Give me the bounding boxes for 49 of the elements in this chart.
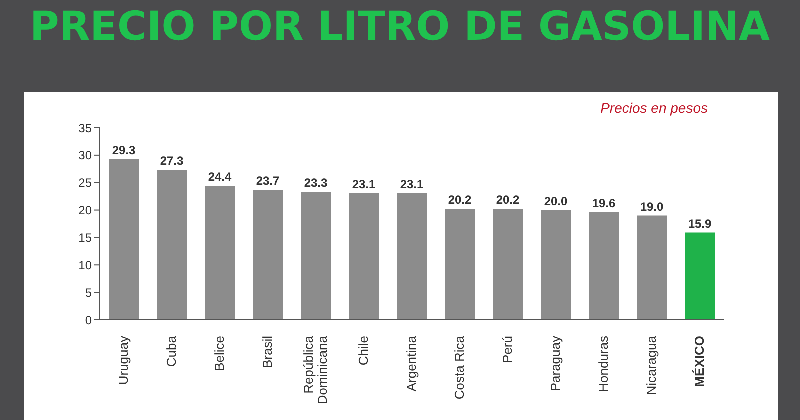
bar (541, 210, 571, 320)
x-tick-label: Uruguay (116, 336, 131, 386)
data-label: 24.4 (208, 170, 232, 184)
y-tick-label: 10 (78, 258, 92, 272)
bar (445, 209, 475, 320)
y-tick-label: 0 (85, 313, 92, 328)
bar (589, 212, 619, 320)
text: Precios en pesos (600, 100, 708, 116)
bar (301, 192, 331, 320)
chart-title: PRECIO POR LITRO DE GASOLINA (29, 4, 771, 50)
x-tick-label: Paraguay (548, 336, 563, 392)
data-label: 19.0 (640, 200, 664, 214)
y-tick-label: 5 (85, 286, 92, 300)
y-tick-label: 30 (78, 148, 92, 163)
bar (493, 209, 523, 320)
bar (205, 186, 235, 320)
data-label: 23.7 (256, 174, 280, 188)
x-tick-label: Belice (212, 336, 227, 372)
data-label: 23.1 (400, 177, 424, 192)
x-tick-label: Perú (500, 336, 515, 364)
x-tick-label: Honduras (596, 336, 611, 392)
x-tick-label: República Dominicana (301, 335, 330, 405)
data-label: 20.0 (544, 194, 568, 208)
data-label: 20.2 (448, 193, 472, 208)
bar (637, 216, 667, 320)
y-tick-label: 35 (78, 121, 92, 136)
y-tick-label: 20 (78, 204, 92, 218)
bar (349, 193, 379, 320)
bar (109, 159, 139, 320)
bar (253, 190, 283, 320)
bar (157, 170, 187, 320)
data-label: 29.3 (112, 143, 136, 158)
data-label: 20.2 (496, 193, 520, 208)
y-tick-label: 25 (78, 176, 92, 190)
x-tick-label: Nicaragua (644, 335, 659, 396)
bar (397, 193, 427, 320)
data-label: 23.1 (352, 177, 376, 192)
x-tick-label: MÉXICO (692, 336, 707, 388)
data-label: 19.6 (592, 196, 616, 210)
data-label: 23.3 (304, 176, 328, 190)
x-tick-label: Costa Rica (452, 335, 467, 400)
x-tick-label: Cuba (164, 335, 179, 368)
x-tick-label: Chile (356, 336, 371, 366)
y-tick-label: 15 (78, 230, 92, 245)
data-label: 15.9 (688, 216, 712, 231)
x-tick-label: Argentina (404, 335, 419, 392)
bar (685, 232, 715, 320)
x-tick-label: Brasil (260, 336, 275, 369)
data-label: 27.3 (160, 154, 184, 168)
